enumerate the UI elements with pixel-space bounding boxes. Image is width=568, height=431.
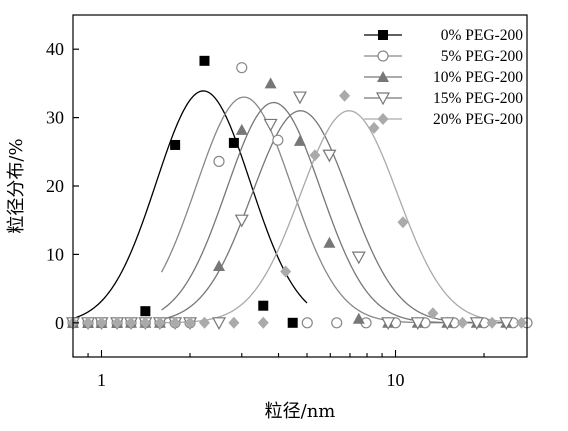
data-point-series-4 — [263, 118, 278, 132]
data-point-series-5 — [280, 265, 292, 278]
data-point-series-5 — [82, 316, 94, 329]
data-point-series-1 — [199, 55, 210, 66]
data-point-series-4 — [381, 317, 396, 331]
data-point-series-5 — [139, 316, 151, 329]
data-point-series-4 — [440, 317, 455, 331]
y-tick-label: 10 — [46, 244, 64, 264]
data-point-series-4 — [351, 251, 366, 265]
data-point-series-3 — [235, 123, 248, 135]
x-tick-label: 10 — [387, 370, 405, 390]
fit-curve-series-2 — [160, 96, 527, 324]
legend-label: 20% PEG-200 — [433, 111, 523, 128]
y-axis-title: 粒径分布/% — [6, 138, 27, 233]
data-point-series-1 — [140, 306, 151, 317]
data-point-series-4 — [410, 317, 425, 331]
data-point-series-5 — [457, 316, 469, 329]
axis-ticks: 0 10 20 30 40 1 10 — [46, 39, 485, 390]
data-point-series-5 — [95, 316, 107, 329]
legend-marker — [377, 71, 389, 82]
data-point-series-5 — [169, 316, 181, 329]
legend-label: 10% PEG-200 — [433, 69, 523, 86]
x-tick-label: 1 — [97, 370, 106, 390]
data-point-series-3 — [264, 77, 277, 89]
data-point-series-5 — [427, 307, 439, 320]
data-point-series-1 — [287, 317, 298, 328]
legend-marker — [377, 113, 389, 125]
y-tick-label: 30 — [46, 108, 64, 128]
data-point-series-2 — [301, 317, 313, 329]
legend-label: 15% PEG-200 — [433, 90, 523, 107]
data-point-series-5 — [111, 316, 123, 329]
data-point-series-4 — [292, 91, 307, 105]
legend-marker — [378, 30, 388, 40]
data-point-series-2 — [272, 134, 284, 146]
data-point-series-4 — [234, 214, 249, 228]
data-point-series-3 — [213, 260, 226, 272]
data-point-series-5 — [184, 316, 196, 329]
data-point-series-5 — [397, 216, 409, 229]
data-point-series-5 — [515, 316, 527, 329]
data-point-series-5 — [368, 121, 380, 134]
fit-curve-series-1 — [72, 90, 308, 320]
data-point-series-4 — [211, 317, 227, 331]
data-point-series-5 — [486, 316, 498, 329]
data-point-series-5 — [257, 316, 269, 329]
y-tick-label: 20 — [46, 176, 64, 196]
data-point-series-3 — [323, 236, 336, 248]
x-axis-title: 粒径/nm — [265, 401, 336, 422]
fit-curve-series-5 — [161, 110, 528, 324]
data-point-series-4 — [499, 317, 514, 331]
data-point-series-2 — [236, 62, 248, 74]
data-point-series-5 — [125, 316, 137, 329]
data-point-series-3 — [293, 134, 306, 146]
data-point-series-5 — [309, 149, 321, 162]
legend-marker — [375, 92, 391, 106]
y-tick-label: 40 — [46, 39, 64, 59]
data-point-series-2 — [213, 155, 225, 167]
data-point-series-3 — [352, 312, 365, 324]
data-point-series-4 — [322, 149, 337, 163]
y-tick-label: 0 — [55, 313, 64, 333]
fit-curve-series-3 — [161, 101, 527, 324]
data-point-series-4 — [469, 317, 484, 331]
data-point-series-1 — [170, 139, 181, 150]
data-point-series-5 — [198, 316, 210, 329]
data-point-series-5 — [339, 89, 351, 102]
data-point-series-2 — [331, 317, 343, 329]
data-point-series-5 — [154, 316, 166, 329]
data-point-series-1 — [258, 300, 269, 311]
legend-marker — [377, 50, 389, 62]
legend-label: 0% PEG-200 — [441, 27, 523, 44]
legend: 0% PEG-200 5% PEG-200 10% PEG-200 15% PEG-2… — [364, 27, 523, 128]
legend-label: 5% PEG-200 — [441, 48, 523, 65]
data-point-series-1 — [228, 137, 239, 148]
data-point-series-5 — [228, 316, 240, 329]
